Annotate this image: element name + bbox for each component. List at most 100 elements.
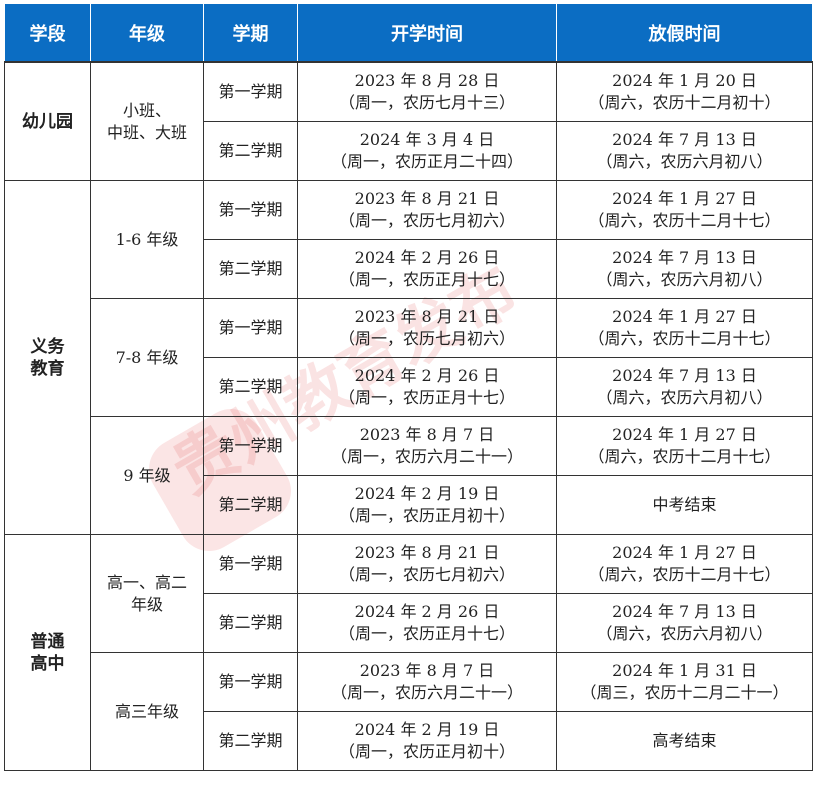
end-date-cell: 2024 年 1 月 27 日 （周六，农历十二月十七） xyxy=(556,534,813,594)
cell-line: 2024 年 7 月 13 日 xyxy=(612,366,757,385)
term-cell: 第二学期 xyxy=(203,593,298,653)
start-date-cell: 2024 年 2 月 19 日 （周一，农历正月初十） xyxy=(297,711,557,771)
cell-line: 2024 年 1 月 27 日 xyxy=(612,425,757,444)
end-date-cell: 2024 年 7 月 13 日 （周六，农历六月初八） xyxy=(556,239,813,299)
start-date-cell: 2024 年 2 月 26 日 （周一，农历正月十七） xyxy=(297,239,557,299)
term-cell: 第二学期 xyxy=(203,357,298,417)
cell-line: 2023 年 8 月 21 日 xyxy=(354,543,500,562)
table-row: 9 年级 第一学期 2023 年 8 月 7 日 （周一，农历六月二十一） 2024 年… xyxy=(5,416,813,535)
table-row: 幼儿园 小班、 中班、大班 第一学期 2023 年 8 月 28 日 （周一，农历七月十… xyxy=(4,61,813,181)
cell-line: 2023 年 8 月 21 日 xyxy=(354,189,500,208)
end-date-cell: 2024 年 7 月 13 日 （周六，农历六月初八） xyxy=(556,121,813,181)
grade-cell: 小班、 中班、大班 xyxy=(90,61,204,181)
cell-line: （周一，农历七月初六） xyxy=(338,211,515,230)
grade-cell: 9 年级 xyxy=(90,416,204,535)
end-date-cell: 2024 年 1 月 27 日 （周六，农历十二月十七） xyxy=(556,416,813,476)
cell-line: （周一，农历七月初六） xyxy=(338,565,515,584)
start-date-cell: 2024 年 3 月 4 日 （周一，农历正月二十四） xyxy=(297,121,557,181)
cell-line: 2024 年 2 月 19 日 xyxy=(354,720,500,739)
end-date-cell: 2024 年 1 月 27 日 （周六，农历十二月十七） xyxy=(556,180,813,240)
term-cell: 第二学期 xyxy=(203,239,298,299)
table-row: 普通 高中 高一、高二 年级 第一学期 2023 年 8 月 21 日 （周一，农历七月… xyxy=(4,534,813,771)
term-cell: 第一学期 xyxy=(203,652,298,712)
term-cell: 第一学期 xyxy=(203,534,298,594)
stage-cell: 义务 教育 xyxy=(4,180,91,535)
header-end-date: 放假时间 xyxy=(556,3,813,63)
table-row: 7-8 年级 第一学期 2023 年 8 月 21 日 （周一，农历七月初六） 2024… xyxy=(5,298,813,417)
start-date-cell: 2024 年 2 月 19 日 （周一，农历正月初十） xyxy=(297,475,557,535)
cell-line: 2024 年 2 月 26 日 xyxy=(354,248,500,267)
end-date-cell: 2024 年 7 月 13 日 （周六，农历六月初八） xyxy=(556,593,813,653)
term-cell: 第一学期 xyxy=(203,180,298,240)
start-date-cell: 2023 年 8 月 7 日 （周一，农历六月二十一） xyxy=(297,652,557,712)
cell-line: 2023 年 8 月 7 日 xyxy=(359,661,495,680)
grade-cell: 高一、高二 年级 xyxy=(90,534,204,653)
header-row: 学段 年级 学期 开学时间 放假时间 xyxy=(4,3,813,63)
cell-line: 2023 年 8 月 7 日 xyxy=(359,425,495,444)
cell-line: （周一，农历七月初六） xyxy=(338,329,515,348)
cell-line: 2024 年 2 月 19 日 xyxy=(354,484,500,503)
start-date-cell: 2024 年 2 月 26 日 （周一，农历正月十七） xyxy=(297,357,557,417)
cell-line: （周一，农历正月十七） xyxy=(338,624,515,643)
stage-cell: 普通 高中 xyxy=(4,534,91,771)
term-cell: 第一学期 xyxy=(203,298,298,358)
table-row: 第二学期 2024 年 2 月 26 日 （周一，农历正月十七） 2024 年 7 月… xyxy=(5,357,813,417)
table-row: 第二学期 2024 年 2 月 19 日 （周一，农历正月初十） 中考结束 xyxy=(5,475,813,535)
cell-line: （周一，农历正月初十） xyxy=(338,506,515,525)
stage-cell: 幼儿园 xyxy=(4,61,91,181)
cell-line: （周一，农历正月十七） xyxy=(338,388,515,407)
cell-line: 2024 年 2 月 26 日 xyxy=(354,602,500,621)
grade-cell: 高三年级 xyxy=(90,652,204,771)
cell-line: （周一，农历七月十三） xyxy=(338,93,515,112)
table-row: 高三年级 第一学期 2023 年 8 月 7 日 （周一，农历六月二十一） 2024 年… xyxy=(5,652,813,771)
cell-line: （周六，农历六月初八） xyxy=(596,624,773,643)
cell-line: （周一，农历正月十七） xyxy=(338,270,515,289)
term-cell: 第一学期 xyxy=(203,61,298,122)
cell-line: 2024 年 3 月 4 日 xyxy=(359,130,495,149)
term-cell: 第一学期 xyxy=(203,416,298,476)
start-date-cell: 2023 年 8 月 28 日 （周一，农历七月十三） xyxy=(297,61,557,122)
end-date-cell: 2024 年 1 月 27 日 （周六，农历十二月十七） xyxy=(556,298,813,358)
cell-line: 2023 年 8 月 28 日 xyxy=(354,71,500,90)
cell-line: 2024 年 1 月 27 日 xyxy=(612,543,757,562)
header-stage: 学段 xyxy=(4,3,91,63)
end-date-cell: 2024 年 7 月 13 日 （周六，农历六月初八） xyxy=(556,357,813,417)
term-cell: 第二学期 xyxy=(203,475,298,535)
start-date-cell: 2024 年 2 月 26 日 （周一，农历正月十七） xyxy=(297,593,557,653)
start-date-cell: 2023 年 8 月 7 日 （周一，农历六月二十一） xyxy=(297,416,557,476)
cell-line: 2024 年 7 月 13 日 xyxy=(612,248,757,267)
table-row: 第二学期 2024 年 2 月 26 日 （周一，农历正月十七） 2024 年 7 月… xyxy=(5,593,813,653)
end-date-cell: 2024 年 1 月 20 日 （周六，农历十二月初十） xyxy=(556,61,813,122)
cell-line: 2024 年 1 月 31 日 xyxy=(612,661,757,680)
cell-line: （周一，农历正月初十） xyxy=(338,742,515,761)
end-date-cell: 2024 年 1 月 31 日 （周三，农历十二月二十一） xyxy=(556,652,813,712)
cell-line: （周六，农历十二月十七） xyxy=(588,565,781,584)
table-row: 义务 教育 1-6 年级 第一学期 2023 年 8 月 21 日 （周一，农历七月初六… xyxy=(4,180,813,535)
cell-line: （周一，农历六月二十一） xyxy=(330,683,523,702)
start-date-cell: 2023 年 8 月 21 日 （周一，农历七月初六） xyxy=(297,180,557,240)
cell-line: 2024 年 2 月 26 日 xyxy=(354,366,500,385)
header-term: 学期 xyxy=(203,3,298,63)
cell-line: （周六，农历十二月十七） xyxy=(588,447,781,466)
header-grade: 年级 xyxy=(90,3,204,63)
cell-line: 2024 年 1 月 27 日 xyxy=(612,189,757,208)
cell-line: 2024 年 1 月 27 日 xyxy=(612,307,757,326)
cell-line: 2024 年 7 月 13 日 xyxy=(612,602,757,621)
cell-line: （周六，农历六月初八） xyxy=(596,388,773,407)
term-cell: 第二学期 xyxy=(203,711,298,771)
cell-line: 2024 年 7 月 13 日 xyxy=(612,130,757,149)
table-row: 第二学期 2024 年 3 月 4 日 （周一，农历正月二十四） 2024 年 7 月… xyxy=(5,121,813,181)
cell-line: （周一，农历正月二十四） xyxy=(330,152,523,171)
cell-line: 中考结束 xyxy=(652,495,717,514)
start-date-cell: 2023 年 8 月 21 日 （周一，农历七月初六） xyxy=(297,298,557,358)
cell-line: （周六，农历六月初八） xyxy=(596,270,773,289)
end-date-cell: 中考结束 xyxy=(556,475,813,535)
term-cell: 第二学期 xyxy=(203,121,298,181)
cell-line: 2024 年 1 月 20 日 xyxy=(612,71,757,90)
cell-line: （周六，农历十二月初十） xyxy=(588,93,781,112)
header-start-date: 开学时间 xyxy=(297,3,557,63)
table-row: 第二学期 2024 年 2 月 19 日 （周一，农历正月初十） 高考结束 xyxy=(5,711,813,771)
cell-line: （周三，农历十二月二十一） xyxy=(580,683,789,702)
cell-line: （周六，农历六月初八） xyxy=(596,152,773,171)
cell-line: 高考结束 xyxy=(652,731,717,750)
